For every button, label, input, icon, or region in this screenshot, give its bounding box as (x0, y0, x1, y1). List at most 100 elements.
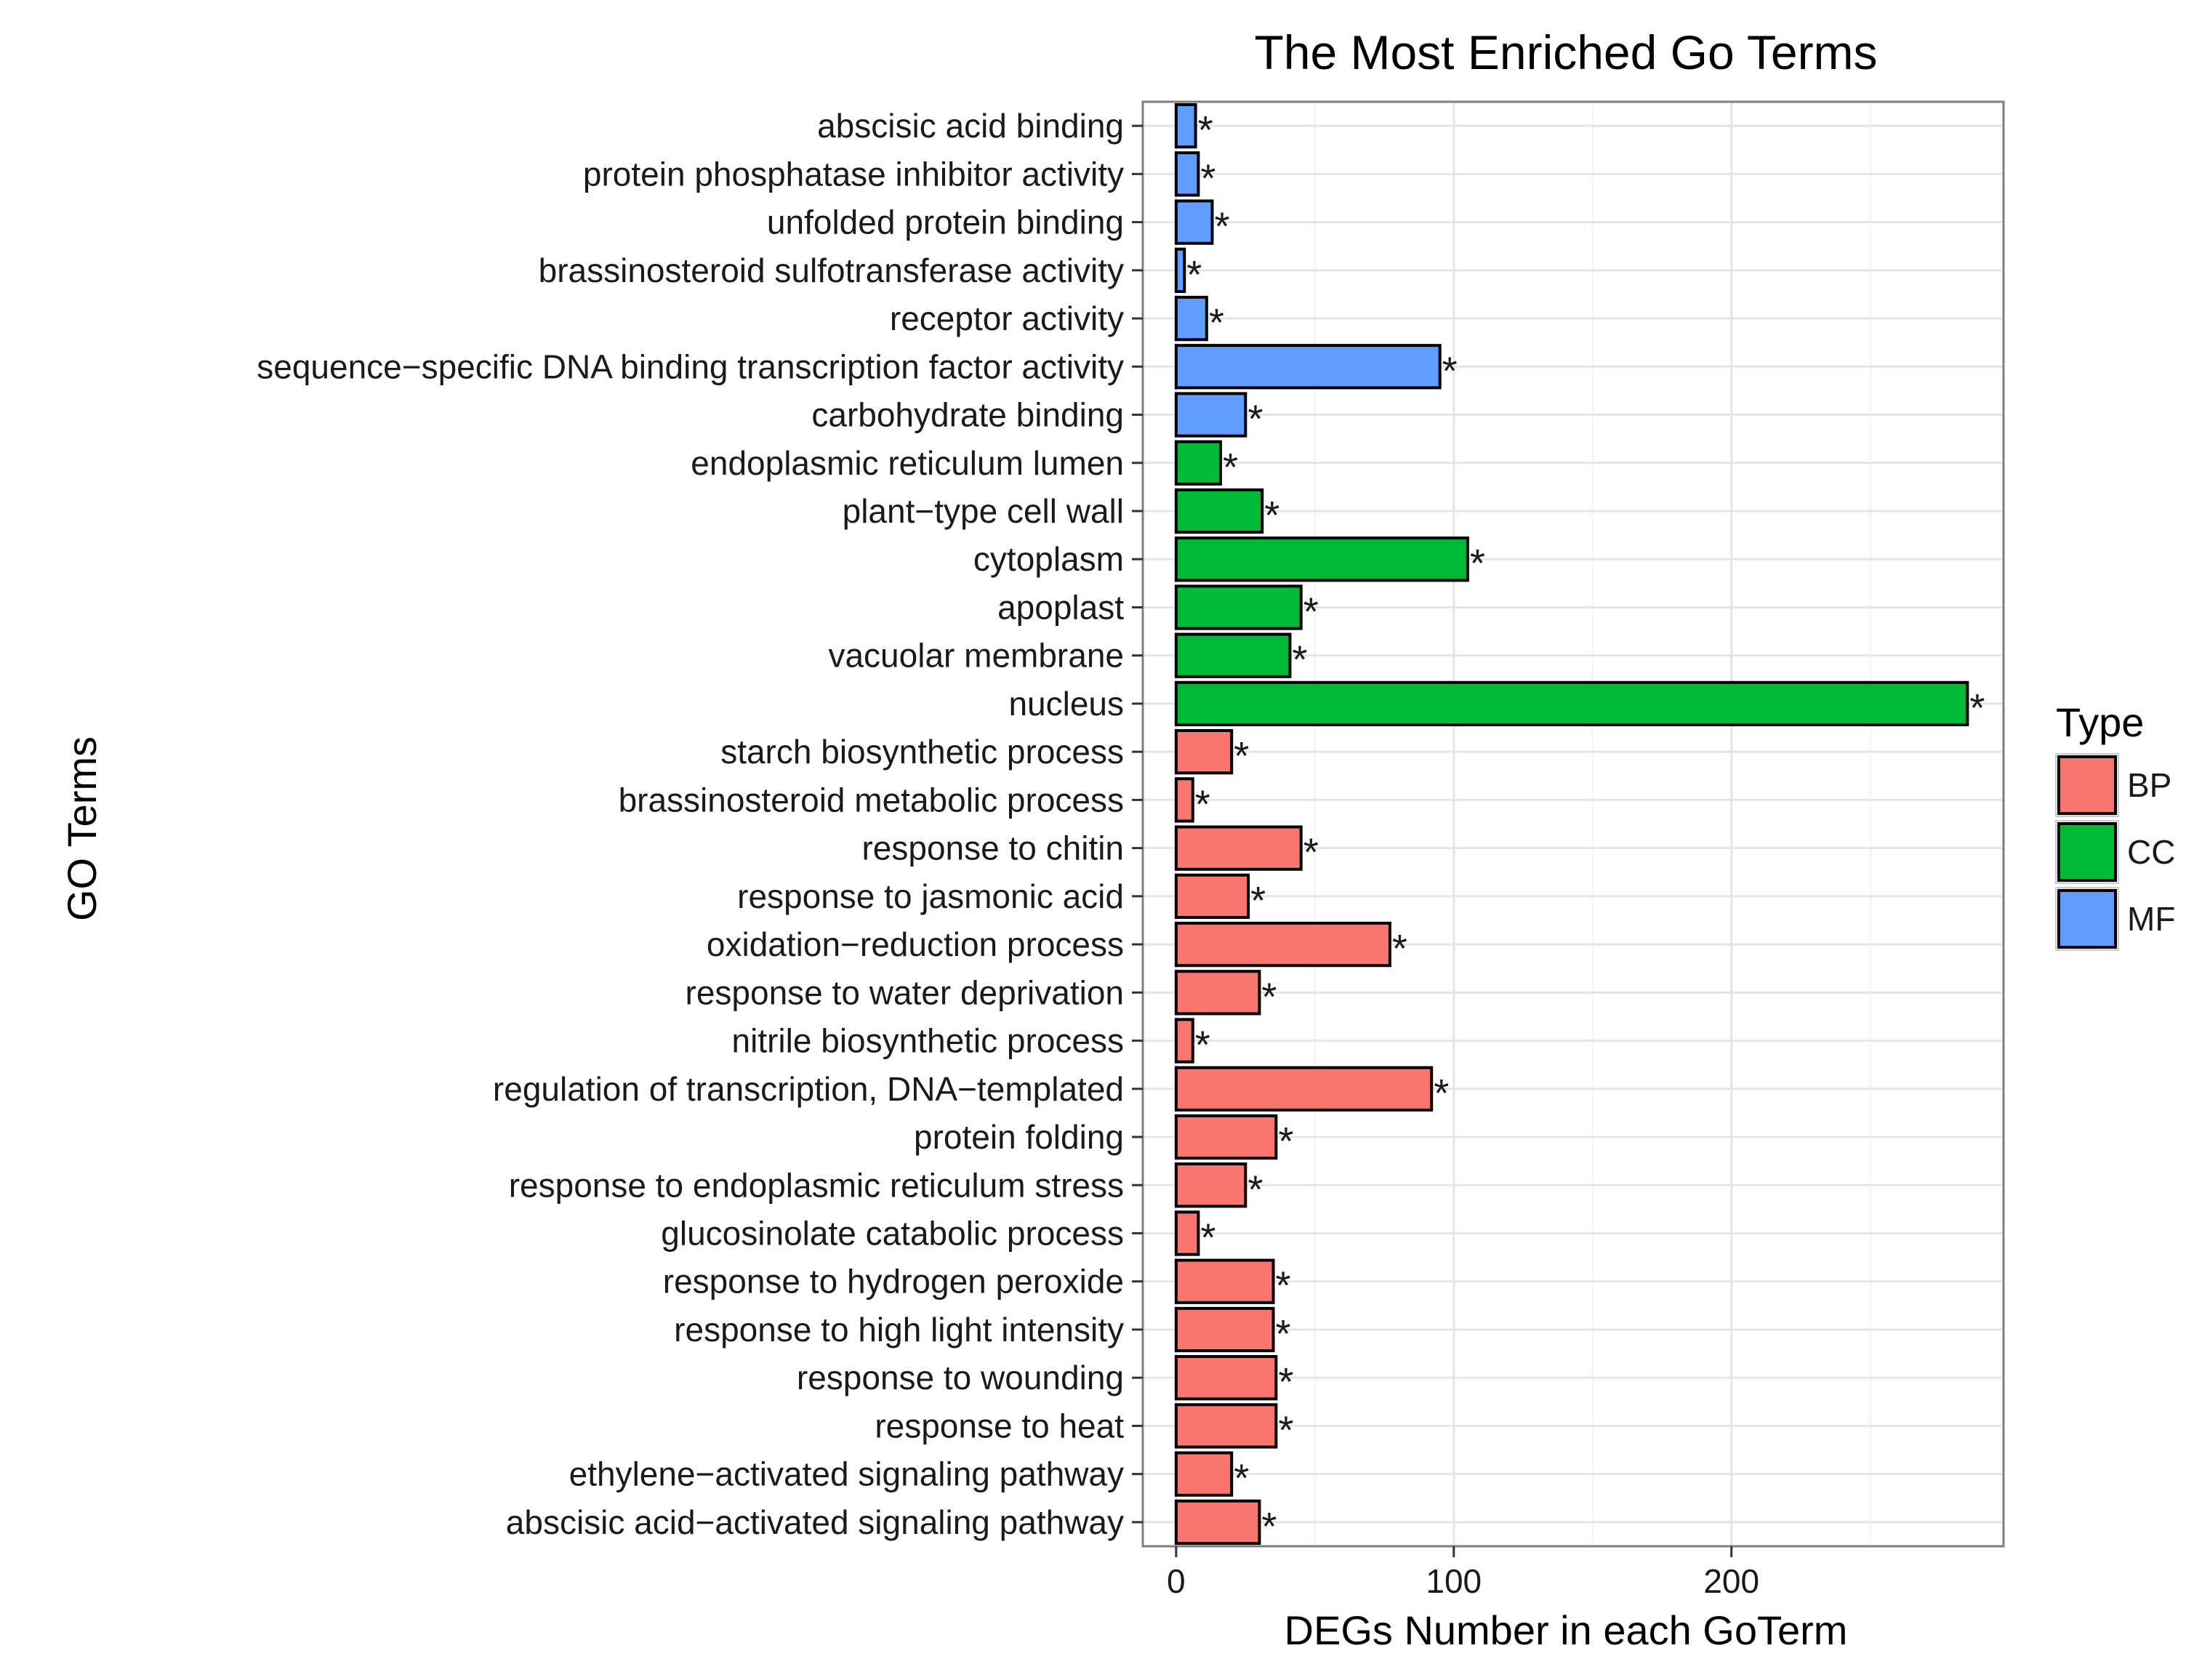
bar (1174, 873, 1250, 919)
y-tick-label: response to wounding (797, 1359, 1124, 1396)
y-tick-label: receptor activity (890, 300, 1124, 337)
significance-marker: * (1261, 1505, 1277, 1548)
y-tick-label: plant−type cell wall (843, 492, 1124, 530)
y-tick-label: response to high light intensity (674, 1311, 1124, 1349)
significance-marker: * (1223, 446, 1238, 489)
bar (1174, 392, 1247, 438)
legend-swatch-bp (2057, 755, 2117, 815)
significance-marker: * (1442, 349, 1458, 393)
significance-marker: * (1200, 1215, 1216, 1259)
significance-marker: * (1392, 927, 1407, 970)
bar (1174, 1355, 1278, 1401)
bar (1174, 1114, 1278, 1160)
y-axis-ticks: abscisic acid binding protein phosphatase… (257, 107, 1143, 1541)
y-tick-label: starch biosynthetic process (720, 733, 1124, 771)
significance-marker: * (1303, 590, 1319, 633)
significance-marker: * (1214, 205, 1229, 249)
legend: Type BP CC MF (2055, 699, 2175, 951)
bar (1174, 1066, 1434, 1112)
significance-marker: * (1186, 253, 1202, 297)
bar (1174, 970, 1261, 1016)
y-tick-label: carbohydrate binding (811, 396, 1124, 434)
bar (1174, 440, 1222, 486)
y-tick-label: protein folding (914, 1118, 1124, 1156)
y-tick-label: regulation of transcription, DNA−templat… (493, 1070, 1124, 1108)
significance-marker: * (1234, 734, 1249, 778)
bar (1174, 247, 1186, 293)
significance-marker: * (1278, 1120, 1293, 1163)
bar (1174, 1451, 1234, 1497)
significance-marker: * (1434, 1072, 1449, 1115)
y-tick-label: abscisic acid−activated signaling pathwa… (506, 1503, 1124, 1541)
bar (1174, 825, 1303, 871)
y-tick-label: oxidation−reduction process (707, 925, 1124, 963)
y-tick-label: vacuolar membrane (828, 637, 1124, 675)
bar (1174, 199, 1214, 245)
bar (1174, 1499, 1261, 1546)
bar (1174, 1258, 1275, 1304)
bar (1174, 536, 1469, 582)
y-tick-label: endoplasmic reticulum lumen (691, 444, 1124, 482)
x-axis-ticks: 0 100 200 (1167, 1546, 1759, 1600)
x-tick-label: 200 (1703, 1562, 1759, 1600)
significance-marker: * (1264, 494, 1279, 537)
legend-swatch-cc (2057, 822, 2117, 882)
bar (1174, 729, 1234, 775)
bar (1174, 295, 1208, 342)
significance-marker: * (1250, 879, 1266, 923)
bar (1174, 103, 1197, 149)
y-tick-label: apoplast (997, 588, 1124, 626)
significance-marker: * (1209, 301, 1224, 345)
significance-marker: * (1195, 782, 1210, 826)
legend-label-bp: BP (2127, 766, 2171, 804)
y-tick-label: nitrile biosynthetic process (732, 1022, 1124, 1060)
legend-label-mf: MF (2127, 900, 2175, 938)
bar (1174, 344, 1442, 390)
y-tick-label: brassinosteroid sulfotransferase activit… (539, 252, 1124, 289)
bar (1174, 921, 1391, 968)
y-tick-label: protein phosphatase inhibitor activity (583, 155, 1124, 193)
y-tick-label: brassinosteroid metabolic process (619, 781, 1124, 819)
bar (1174, 1162, 1247, 1208)
plot-panel (1143, 102, 2004, 1546)
significance-marker: * (1198, 108, 1213, 152)
bar (1174, 777, 1194, 823)
significance-marker: * (1200, 156, 1216, 200)
y-tick-label: response to water deprivation (686, 973, 1124, 1011)
bar (1174, 584, 1303, 630)
y-tick-label: response to jasmonic acid (737, 877, 1124, 915)
x-axis-title: DEGs Number in each GoTerm (1285, 1607, 1848, 1653)
y-tick-label: sequence−specific DNA binding transcript… (257, 347, 1124, 385)
y-tick-label: abscisic acid binding (817, 107, 1124, 145)
y-axis-title: GO Terms (59, 736, 105, 921)
x-tick-label: 0 (1167, 1562, 1186, 1600)
y-tick-label: response to heat (875, 1407, 1124, 1444)
y-tick-label: response to endoplasmic reticulum stress (509, 1166, 1124, 1204)
x-tick-label: 100 (1426, 1562, 1482, 1600)
significance-marker: * (1247, 398, 1263, 441)
significance-marker: * (1969, 686, 1985, 730)
significance-marker: * (1276, 1312, 1291, 1356)
bar (1174, 488, 1264, 534)
bar (1174, 1018, 1194, 1064)
significance-marker: * (1278, 1360, 1293, 1404)
y-tick-label: glucosinolate catabolic process (661, 1214, 1124, 1252)
legend-swatch-mf (2057, 889, 2117, 949)
legend-label-cc: CC (2127, 833, 2175, 871)
significance-marker: * (1292, 638, 1307, 682)
y-tick-label: response to hydrogen peroxide (663, 1263, 1124, 1301)
bar-series: ****************************** (1141, 100, 2005, 1548)
panel-border (1141, 100, 2005, 1548)
bar (1174, 680, 1969, 727)
significance-marker: * (1195, 1024, 1210, 1067)
y-tick-label: cytoplasm (973, 540, 1124, 578)
significance-marker: * (1247, 1167, 1263, 1211)
y-tick-label: nucleus (1008, 685, 1124, 723)
legend-title: Type (2056, 699, 2144, 745)
bar (1174, 1403, 1278, 1449)
significance-marker: * (1261, 975, 1277, 1018)
bar (1174, 1306, 1275, 1353)
significance-marker: * (1303, 831, 1319, 875)
significance-marker: * (1234, 1457, 1249, 1500)
